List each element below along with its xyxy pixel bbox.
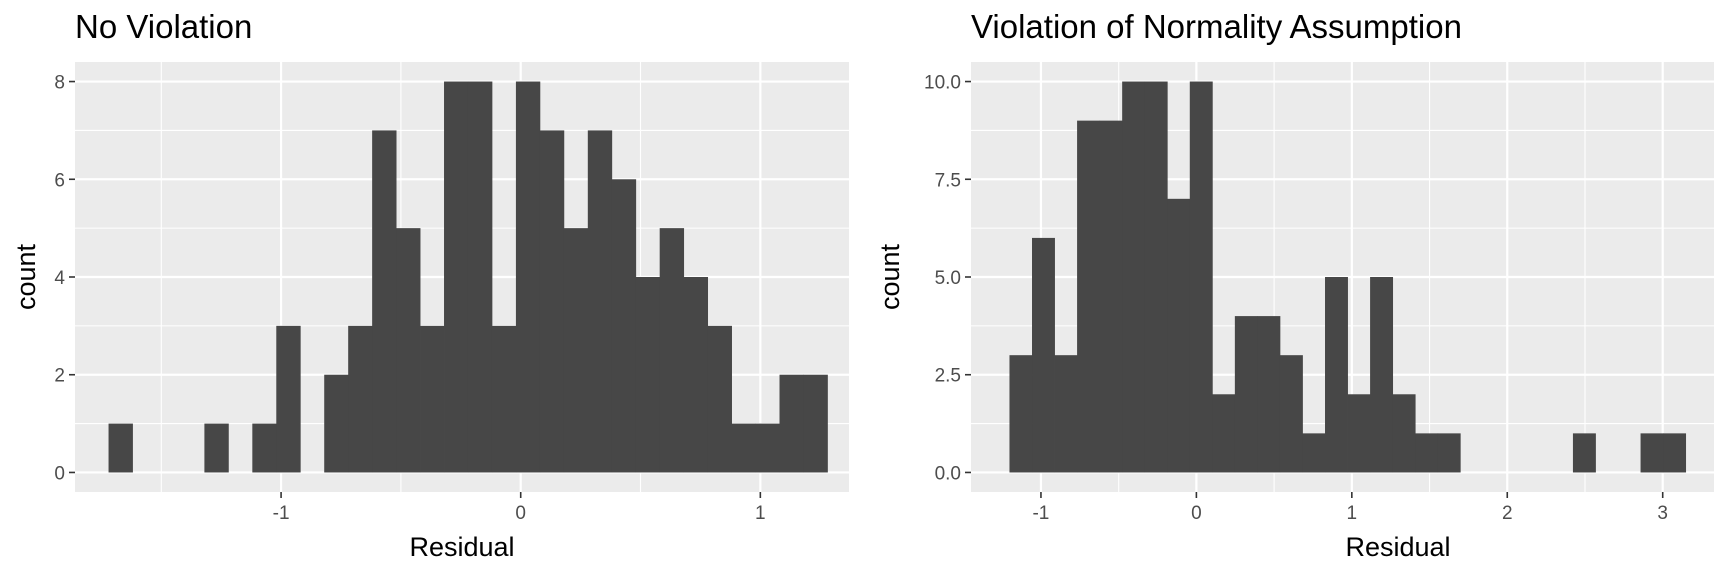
histogram-bar [587, 130, 613, 473]
histogram-bar [372, 130, 397, 473]
y-tick-label: 7.5 [935, 170, 961, 191]
histogram-bar [444, 81, 469, 473]
x-tick-label: -1 [273, 503, 290, 524]
histogram-no-violation-svg: 0 2 4 6 8 -1 0 1 No Violation Residual count [11, 8, 849, 562]
histogram-bar [467, 81, 493, 473]
y-tick-label: 8 [54, 73, 65, 94]
y-tick-label: 4 [54, 268, 65, 289]
histogram-bar [1370, 277, 1394, 473]
histogram-bar [731, 423, 756, 473]
histogram-bar [635, 277, 661, 473]
histogram-bar [1167, 198, 1191, 473]
histogram-bar [1234, 316, 1258, 473]
histogram-bar [1572, 433, 1596, 473]
x-axis-label: Residual [409, 532, 514, 562]
histogram-bar [803, 374, 828, 473]
histogram-bars [108, 81, 828, 473]
histogram-bar [1392, 394, 1416, 473]
y-tick-label: 2 [54, 366, 65, 387]
histogram-bar [515, 81, 541, 473]
histogram-bar [1640, 433, 1664, 473]
histogram-bar [563, 228, 589, 473]
histogram-bar [324, 374, 349, 473]
histogram-bar [683, 277, 709, 473]
y-tick-label: 5.0 [935, 268, 961, 289]
x-tick-label: 0 [1191, 503, 1202, 524]
histogram-bars [1009, 81, 1687, 473]
histogram-bar [1009, 355, 1033, 473]
y-axis: 0 2 4 6 8 [54, 73, 75, 484]
histogram-bar [1077, 120, 1101, 473]
histogram-bar [1054, 355, 1078, 473]
y-tick-label: 10.0 [924, 73, 961, 94]
x-tick-label: 2 [1502, 503, 1513, 524]
histogram-bar [539, 130, 565, 473]
histogram-bar [611, 179, 637, 473]
x-axis: -1 0 1 2 3 [1032, 492, 1668, 524]
y-axis: 0.0 2.5 5.0 7.5 10.0 [924, 73, 971, 484]
y-axis-label: count [11, 243, 41, 310]
y-tick-label: 6 [54, 170, 65, 191]
histogram-bar [1212, 394, 1236, 473]
histogram-bar [1144, 81, 1168, 473]
histogram-bar [1279, 355, 1303, 473]
x-tick-label: -1 [1032, 503, 1049, 524]
histogram-normality-violation: 0.0 2.5 5.0 7.5 10.0 -1 0 1 2 3 Violation of Nor… [864, 0, 1728, 576]
histogram-no-violation: 0 2 4 6 8 -1 0 1 No Violation Residual count [11, 8, 849, 562]
histogram-bar [276, 325, 301, 473]
histogram-bar [1347, 394, 1371, 473]
histogram-bar [755, 423, 780, 473]
histogram-bar [1257, 316, 1281, 473]
histogram-bar [491, 325, 517, 473]
histogram-bar [1325, 277, 1348, 473]
y-axis-label: count [875, 243, 905, 310]
histogram-bar [1032, 237, 1055, 473]
x-tick-label: 1 [755, 503, 766, 524]
histogram-bar [659, 228, 685, 473]
x-tick-label: 3 [1657, 503, 1668, 524]
y-tick-label: 2.5 [935, 366, 961, 387]
histogram-bar [707, 325, 732, 473]
histogram-bar [348, 325, 373, 473]
histogram-bar [1302, 433, 1326, 473]
y-tick-label: 0.0 [935, 463, 961, 484]
histogram-bar [108, 423, 133, 473]
histogram-normality-violation-svg: 0.0 2.5 5.0 7.5 10.0 -1 0 1 2 3 Violation of Nor… [875, 8, 1714, 562]
histogram-bar [1189, 81, 1213, 473]
x-axis-label: Residual [1345, 532, 1450, 562]
histogram-bar [204, 423, 229, 473]
y-tick-label: 0 [54, 463, 65, 484]
histogram-bar [420, 325, 445, 473]
histogram-bar [1099, 120, 1123, 473]
x-tick-label: 0 [515, 503, 526, 524]
histogram-bar [1437, 433, 1461, 473]
x-axis: -1 0 1 [273, 492, 766, 524]
histogram-bar [1122, 81, 1146, 473]
histogram-bar [252, 423, 277, 473]
histogram-bar [1663, 433, 1687, 473]
x-tick-label: 1 [1347, 503, 1358, 524]
chart-title: No Violation [75, 8, 252, 45]
histogram-bar [396, 228, 421, 473]
chart-title: Violation of Normality Assumption [971, 8, 1462, 45]
histogram-bar [779, 374, 804, 473]
histogram-bar [1415, 433, 1439, 473]
